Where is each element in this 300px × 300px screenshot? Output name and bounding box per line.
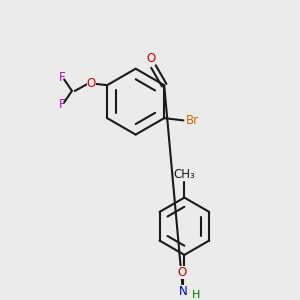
Text: O: O: [177, 266, 186, 279]
Text: F: F: [58, 71, 65, 84]
Text: F: F: [58, 98, 65, 111]
Text: O: O: [146, 52, 155, 65]
Text: O: O: [87, 77, 96, 90]
Text: H: H: [192, 290, 200, 300]
Text: Br: Br: [186, 114, 200, 127]
Text: N: N: [178, 285, 187, 298]
Text: CH₃: CH₃: [173, 168, 195, 181]
